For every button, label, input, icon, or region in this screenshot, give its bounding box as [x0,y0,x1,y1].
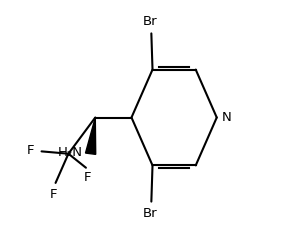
Text: H₂N: H₂N [58,146,83,159]
Polygon shape [85,118,96,154]
Text: F: F [27,144,35,157]
Text: F: F [83,171,91,184]
Text: N: N [222,111,231,124]
Text: Br: Br [143,15,158,28]
Text: F: F [50,188,57,201]
Text: Br: Br [143,207,158,220]
